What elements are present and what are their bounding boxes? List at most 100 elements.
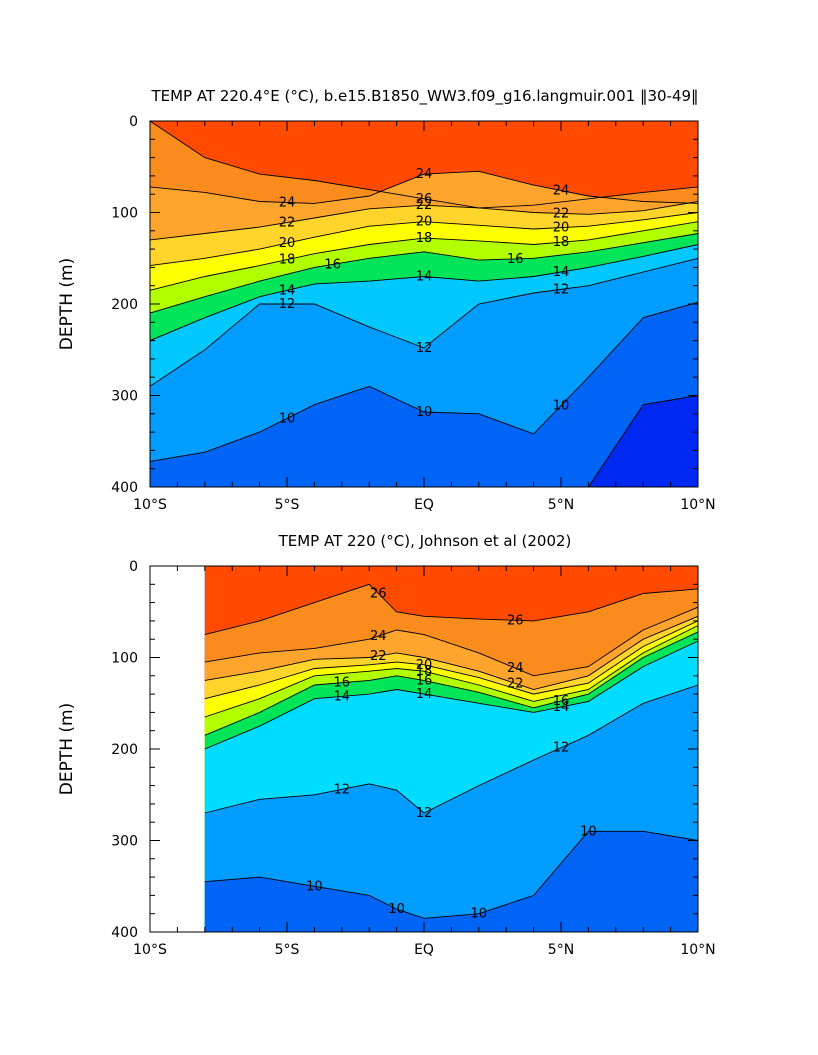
x-tick-label: 5°S bbox=[275, 497, 300, 513]
y-tick-label: 100 bbox=[111, 206, 138, 222]
fill-band-below-8 bbox=[150, 395, 698, 487]
y-tick-label: 400 bbox=[111, 925, 138, 941]
contour-label: 12 bbox=[553, 282, 570, 297]
contour-label: 22 bbox=[370, 649, 387, 664]
isotherm-16 bbox=[149, 233, 699, 314]
contour-label: 20 bbox=[416, 215, 433, 230]
contour-label: 16 bbox=[334, 676, 351, 691]
y-tick-label: 200 bbox=[111, 297, 138, 313]
x-tick-label: 10°S bbox=[133, 497, 167, 513]
isotherm-20 bbox=[204, 620, 699, 700]
contour-label: 26 bbox=[507, 613, 524, 628]
isotherm-26 bbox=[149, 120, 699, 209]
contour-label: 10 bbox=[388, 902, 405, 917]
top-panel: TEMP AT 220.4°E (°C), b.e15.B1850_WW3.f0… bbox=[57, 87, 716, 513]
y-tick-label: 0 bbox=[129, 559, 138, 575]
contour-label: 22 bbox=[553, 206, 570, 221]
isotherm-14 bbox=[149, 244, 699, 342]
contour-label: 24 bbox=[279, 195, 296, 210]
contour-label: 12 bbox=[416, 341, 433, 356]
contour-label: 22 bbox=[416, 198, 433, 213]
contour-label: 24 bbox=[507, 661, 524, 676]
top-panel-isotherms bbox=[149, 120, 699, 488]
contour-label: 10 bbox=[416, 405, 433, 420]
bottom-panel-color-fill bbox=[204, 566, 699, 932]
isotherm-24 bbox=[204, 606, 699, 677]
x-tick-label: 10°N bbox=[680, 942, 715, 958]
isotherm-10 bbox=[204, 830, 699, 919]
bottom-panel-y-axis-label: DEPTH (m) bbox=[57, 703, 77, 795]
contour-label: 14 bbox=[553, 700, 570, 715]
bottom-panel-isotherms bbox=[204, 583, 699, 919]
contour-label: 10 bbox=[471, 907, 488, 922]
isotherm-20 bbox=[149, 212, 699, 267]
contour-label: 18 bbox=[553, 235, 570, 250]
isotherm-12 bbox=[204, 684, 699, 814]
contour-label: 10 bbox=[553, 399, 570, 414]
isotherm-18 bbox=[149, 221, 699, 291]
x-tick-label: 10°S bbox=[133, 942, 167, 958]
fill-band-below-10 bbox=[150, 302, 698, 487]
y-tick-label: 400 bbox=[111, 480, 138, 496]
contour-label: 20 bbox=[416, 658, 433, 673]
y-tick-label: 200 bbox=[111, 742, 138, 758]
contour-label: 26 bbox=[370, 587, 387, 602]
isotherm-8 bbox=[588, 395, 699, 488]
isotherm-22 bbox=[204, 615, 699, 690]
y-tick-label: 300 bbox=[111, 834, 138, 850]
contour-label: 14 bbox=[416, 270, 433, 285]
contour-label: 16 bbox=[553, 694, 570, 709]
contour-label: 14 bbox=[416, 687, 433, 702]
contour-label: 22 bbox=[507, 676, 524, 691]
bottom-panel-ticks: 10°S 5°S EQ 5°N 10°N 0 100 200 300 400 bbox=[111, 559, 715, 958]
isotherm-14 bbox=[204, 640, 699, 750]
top-panel-title: TEMP AT 220.4°E (°C), b.e15.B1850_WW3.f0… bbox=[150, 87, 698, 106]
contour-label: 24 bbox=[553, 184, 570, 199]
contour-label: 14 bbox=[279, 283, 296, 298]
isotherm-22 bbox=[149, 201, 699, 241]
contour-label: 20 bbox=[279, 236, 296, 251]
isotherm-24 bbox=[149, 170, 699, 204]
isotherm-12 bbox=[149, 257, 699, 387]
x-tick-label: 5°N bbox=[548, 942, 574, 958]
isotherm-26 bbox=[204, 583, 699, 636]
contour-label: 24 bbox=[370, 629, 387, 644]
contour-label: 18 bbox=[279, 253, 296, 268]
contour-label: 26 bbox=[416, 192, 433, 207]
contour-label: 20 bbox=[553, 221, 570, 236]
y-tick-label: 100 bbox=[111, 651, 138, 667]
contour-label: 16 bbox=[507, 252, 524, 267]
bottom-panel: TEMP AT 220 (°C), Johnson et al (2002) 2… bbox=[57, 532, 716, 958]
top-panel-y-axis-label: DEPTH (m) bbox=[57, 258, 77, 350]
contour-label: 16 bbox=[324, 257, 341, 272]
x-tick-label: 5°S bbox=[275, 942, 300, 958]
x-tick-label: EQ bbox=[414, 942, 434, 958]
contour-label: 14 bbox=[334, 689, 351, 704]
contour-label: 10 bbox=[580, 824, 597, 839]
isotherm-18 bbox=[204, 625, 699, 718]
contour-label: 10 bbox=[279, 411, 296, 426]
x-tick-label: EQ bbox=[414, 497, 434, 513]
y-tick-label: 300 bbox=[111, 389, 138, 405]
contour-label: 12 bbox=[416, 806, 433, 821]
bottom-panel-title: TEMP AT 220 (°C), Johnson et al (2002) bbox=[278, 532, 572, 550]
contour-label: 14 bbox=[553, 265, 570, 280]
top-panel-color-fill bbox=[150, 121, 698, 488]
fill-band-below-10 bbox=[204, 831, 699, 932]
contour-label: 22 bbox=[279, 216, 296, 231]
contour-label: 10 bbox=[306, 879, 323, 894]
y-tick-label: 0 bbox=[129, 114, 138, 130]
top-panel-ticks: 10°S 5°S EQ 5°N 10°N 0 100 200 300 400 bbox=[111, 114, 715, 513]
contour-label: 12 bbox=[553, 741, 570, 756]
x-tick-label: 5°N bbox=[548, 497, 574, 513]
contour-label: 18 bbox=[416, 664, 433, 679]
isotherm-16 bbox=[204, 631, 699, 736]
contour-label: 12 bbox=[279, 297, 296, 312]
x-tick-label: 10°N bbox=[680, 497, 715, 513]
contour-label: 24 bbox=[416, 167, 433, 182]
contour-label: 18 bbox=[416, 231, 433, 246]
contour-label: 16 bbox=[416, 673, 433, 688]
